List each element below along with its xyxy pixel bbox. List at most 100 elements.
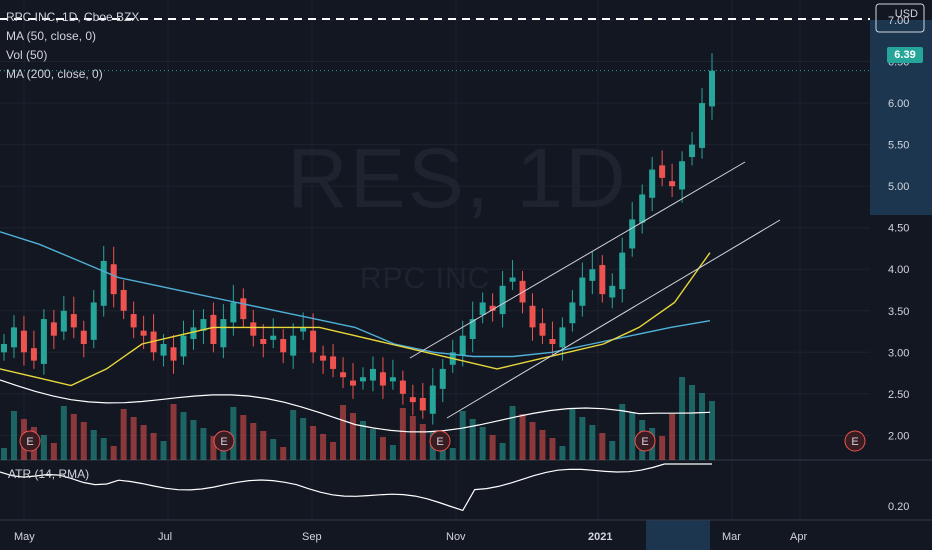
- earnings-marker-circle: [634, 430, 656, 452]
- legend-volume[interactable]: Vol (50): [6, 48, 48, 62]
- volume-bar: [359, 421, 366, 460]
- candle-body: [509, 277, 516, 282]
- candle-body: [330, 356, 337, 369]
- candle-body: [479, 302, 486, 315]
- volume-bar: [589, 425, 596, 460]
- candle-body: [130, 314, 137, 328]
- volume-bar: [369, 429, 376, 460]
- candle-body: [220, 319, 227, 348]
- volume-bar: [330, 442, 337, 460]
- candle-body: [230, 302, 237, 323]
- volume-bar: [210, 436, 217, 460]
- volume-bar: [50, 443, 57, 460]
- volume-bar: [679, 377, 686, 460]
- earnings-marker-label: E: [641, 436, 648, 448]
- volume-bar: [300, 418, 307, 460]
- volume-bar: [629, 412, 636, 460]
- candle-body: [659, 165, 666, 178]
- candle-body: [50, 322, 57, 336]
- volume-bar: [100, 438, 107, 460]
- volume-bar: [699, 393, 706, 460]
- candle-body: [689, 144, 696, 158]
- volume-bar: [60, 406, 67, 460]
- earnings-marker-circle: [429, 430, 451, 452]
- candle-body: [609, 285, 616, 298]
- candle-body: [639, 194, 646, 223]
- candle-body: [190, 327, 197, 340]
- volume-bar: [340, 405, 347, 460]
- candle-body: [369, 368, 376, 381]
- candle-body: [389, 377, 396, 382]
- y-tick-label: 3.00: [888, 347, 909, 359]
- currency-label[interactable]: USD: [895, 8, 918, 20]
- earnings-marker[interactable]: E: [19, 430, 41, 452]
- volume-bar: [190, 420, 197, 460]
- candle-body: [619, 252, 626, 290]
- x-tick-label: Jul: [158, 531, 172, 543]
- earnings-marker[interactable]: E: [634, 430, 656, 452]
- legend-ma200[interactable]: MA (200, close, 0): [6, 67, 103, 81]
- candle-body: [439, 368, 446, 389]
- y-tick-label: 4.50: [888, 223, 909, 235]
- candle-body: [669, 181, 676, 187]
- volume-bar: [10, 411, 17, 460]
- candle-body: [589, 269, 596, 281]
- candle-body: [40, 319, 47, 364]
- chart-legend: RPC INC, 1D, Cboe BZX MA (50, close, 0) …: [6, 8, 139, 84]
- candle-body: [320, 355, 327, 361]
- volume-bar: [260, 431, 267, 460]
- earnings-marker-label: E: [26, 436, 33, 448]
- volume-bar: [280, 447, 287, 460]
- volume-bar: [529, 422, 536, 460]
- y-tick-label: 6.00: [888, 98, 909, 110]
- volume-bar: [230, 407, 237, 460]
- candle-body: [300, 327, 307, 332]
- volume-bar: [449, 448, 456, 460]
- candle-body: [529, 305, 536, 328]
- volume-bar: [350, 413, 357, 460]
- candle-body: [649, 169, 656, 198]
- candle-body: [240, 298, 247, 320]
- candle-body: [200, 319, 207, 331]
- candle-body: [20, 330, 27, 353]
- volume-bar: [619, 404, 626, 460]
- x-tick-label: 2021: [588, 531, 612, 543]
- volume-bar: [379, 437, 386, 460]
- volume-bar: [180, 412, 187, 460]
- legend-ma50[interactable]: MA (50, close, 0): [6, 29, 97, 43]
- volume-bar: [399, 408, 406, 460]
- candle-body: [499, 285, 506, 315]
- candle-body: [699, 103, 706, 148]
- volume-bar: [120, 409, 127, 460]
- candle-body: [559, 327, 566, 348]
- volume-bar: [160, 441, 167, 460]
- candle-body: [100, 260, 107, 306]
- candle-body: [140, 330, 147, 336]
- volume-bar: [1, 448, 7, 460]
- candle-body: [679, 161, 686, 190]
- volume-bar: [479, 427, 486, 460]
- volume-bar: [40, 435, 47, 460]
- volume-bar: [200, 428, 207, 460]
- candle-body: [180, 335, 187, 357]
- candle-body: [10, 327, 17, 348]
- trendline-upper: [409, 161, 746, 359]
- earnings-marker-circle: [213, 430, 235, 452]
- y-tick-label: 3.50: [888, 306, 909, 318]
- volume-bar: [539, 430, 546, 460]
- y-tick-label: 5.50: [888, 140, 909, 152]
- candle-body: [340, 372, 347, 378]
- earnings-marker[interactable]: E: [429, 430, 451, 452]
- earnings-marker[interactable]: E: [213, 430, 235, 452]
- volume-bar: [559, 446, 566, 460]
- candle-body: [290, 335, 297, 356]
- volume-bar: [140, 425, 147, 460]
- volume-bar: [389, 445, 396, 460]
- earnings-marker-label: E: [436, 436, 443, 448]
- earnings-marker[interactable]: E: [844, 430, 866, 452]
- volume-bar: [489, 435, 496, 460]
- legend-symbol[interactable]: RPC INC, 1D, Cboe BZX: [6, 10, 140, 24]
- candle-body: [170, 347, 177, 361]
- candle-body: [629, 219, 636, 249]
- volume-bar: [90, 430, 97, 460]
